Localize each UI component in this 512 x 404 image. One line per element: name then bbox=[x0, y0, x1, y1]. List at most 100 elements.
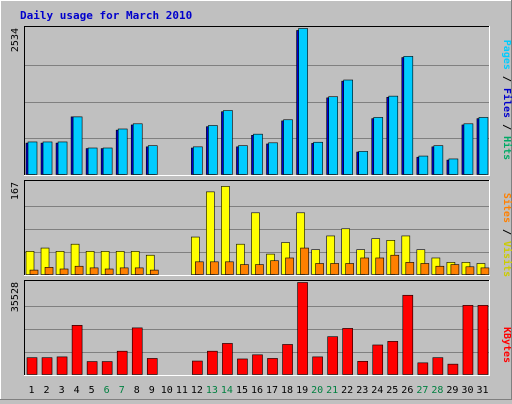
x-tick-label: 16 bbox=[251, 385, 263, 396]
bar-hits-day-26 bbox=[403, 56, 414, 175]
bar-kbytes-day-6 bbox=[101, 361, 113, 375]
bar-kbytes-day-30 bbox=[462, 305, 474, 375]
x-tick-label: 11 bbox=[176, 385, 188, 396]
chart-title: Daily usage for March 2010 bbox=[20, 9, 192, 22]
x-tick-label: 31 bbox=[476, 385, 488, 396]
legend-item-sites: Sites bbox=[501, 193, 512, 223]
bar-hits-day-28 bbox=[433, 145, 444, 175]
x-tick-label: 19 bbox=[296, 385, 308, 396]
bar-kbytes-day-7 bbox=[116, 350, 128, 375]
bar-kbytes-day-3 bbox=[56, 356, 68, 375]
x-tick-label: 6 bbox=[104, 385, 110, 396]
x-tick-label: 24 bbox=[371, 385, 383, 396]
bar-kbytes-day-5 bbox=[86, 361, 98, 375]
bar-hits-day-15 bbox=[238, 145, 248, 175]
bar-kbytes-day-14 bbox=[222, 343, 233, 375]
bar-sites-day-14 bbox=[225, 261, 234, 275]
bar-sites-day-29 bbox=[450, 264, 460, 275]
bar-hits-day-30 bbox=[463, 123, 474, 175]
bar-hits-day-3 bbox=[57, 141, 68, 175]
bar-sites-day-24 bbox=[375, 257, 385, 275]
x-tick-label: 13 bbox=[206, 385, 218, 396]
bar-kbytes-day-24 bbox=[372, 344, 384, 375]
bar-hits-day-20 bbox=[313, 141, 323, 175]
bar-sites-day-21 bbox=[330, 263, 339, 275]
legend-panel-3: KBytes bbox=[501, 327, 512, 363]
bar-hits-day-13 bbox=[208, 125, 218, 175]
bar-kbytes-day-22 bbox=[342, 328, 353, 375]
x-tick-label: 10 bbox=[161, 385, 173, 396]
x-tick-label: 18 bbox=[281, 385, 293, 396]
bar-sites-day-30 bbox=[465, 266, 475, 275]
bar-sites-day-1 bbox=[29, 269, 39, 275]
bar-hits-day-6 bbox=[102, 147, 113, 175]
bar-sites-day-23 bbox=[360, 257, 370, 275]
bar-hits-day-23 bbox=[358, 151, 369, 175]
bar-kbytes-day-19 bbox=[297, 282, 308, 375]
bar-sites-day-18 bbox=[285, 257, 294, 275]
y-axis-max-label: 2534 bbox=[10, 28, 21, 52]
bar-kbytes-day-27 bbox=[417, 362, 429, 375]
bar-kbytes-day-9 bbox=[146, 358, 158, 375]
bar-hits-day-2 bbox=[42, 141, 53, 175]
x-tick-label: 4 bbox=[74, 385, 80, 396]
x-tick-label: 3 bbox=[59, 385, 65, 396]
bar-sites-day-27 bbox=[420, 263, 430, 275]
legend-item-pages: Pages bbox=[501, 40, 512, 70]
x-tick-label: 5 bbox=[89, 385, 95, 396]
bar-sites-day-28 bbox=[435, 265, 445, 275]
bar-kbytes-day-21 bbox=[327, 336, 338, 375]
x-tick-label: 7 bbox=[119, 385, 125, 396]
bar-hits-day-24 bbox=[373, 117, 384, 175]
x-tick-label: 14 bbox=[221, 385, 233, 396]
legend-panel-1: Pages / Files / Hits bbox=[501, 40, 512, 160]
bar-sites-day-4 bbox=[74, 265, 84, 275]
bar-kbytes-day-1 bbox=[26, 357, 38, 375]
bar-sites-day-19 bbox=[300, 247, 309, 275]
bar-sites-day-17 bbox=[270, 260, 279, 275]
bar-kbytes-day-8 bbox=[131, 327, 143, 375]
bar-hits-day-18 bbox=[283, 119, 293, 175]
bar-kbytes-day-28 bbox=[432, 357, 444, 375]
bar-hits-day-22 bbox=[343, 79, 353, 175]
legend-item-hits: Hits bbox=[501, 136, 512, 160]
y-axis-max-label: 167 bbox=[10, 182, 21, 200]
x-tick-label: 30 bbox=[461, 385, 473, 396]
bar-kbytes-day-15 bbox=[237, 358, 248, 375]
bar-hits-day-25 bbox=[388, 95, 399, 175]
bar-kbytes-day-16 bbox=[252, 354, 263, 375]
x-tick-label: 25 bbox=[386, 385, 398, 396]
bar-hits-day-1 bbox=[27, 141, 38, 175]
bar-kbytes-day-23 bbox=[357, 360, 369, 375]
legend-item-kbytes: KBytes bbox=[501, 327, 512, 363]
bar-sites-day-12 bbox=[195, 261, 204, 275]
bar-sites-day-2 bbox=[44, 267, 54, 275]
bar-hits-day-8 bbox=[132, 123, 143, 175]
bar-sites-day-7 bbox=[119, 267, 129, 275]
bar-kbytes-day-25 bbox=[387, 341, 399, 375]
bar-sites-day-8 bbox=[134, 267, 144, 275]
bar-kbytes-day-12 bbox=[192, 360, 203, 375]
x-tick-label: 1 bbox=[29, 385, 35, 396]
legend-item-visits: Visits bbox=[501, 241, 512, 277]
x-tick-label: 21 bbox=[326, 385, 338, 396]
x-tick-label: 28 bbox=[431, 385, 443, 396]
bar-sites-day-22 bbox=[345, 263, 354, 275]
x-tick-label: 9 bbox=[149, 385, 155, 396]
bar-kbytes-day-26 bbox=[402, 294, 414, 375]
bar-sites-day-5 bbox=[89, 267, 99, 275]
bar-hits-day-7 bbox=[117, 128, 128, 175]
bar-sites-day-15 bbox=[240, 264, 249, 275]
x-tick-label: 17 bbox=[266, 385, 278, 396]
bar-hits-day-17 bbox=[268, 142, 278, 175]
bar-hits-day-9 bbox=[147, 145, 158, 175]
bar-kbytes-day-13 bbox=[207, 350, 218, 375]
bar-sites-day-13 bbox=[210, 261, 219, 275]
x-tick-label: 23 bbox=[356, 385, 368, 396]
bar-kbytes-day-18 bbox=[282, 344, 293, 375]
bar-kbytes-day-17 bbox=[267, 358, 278, 375]
y-axis-max-label: 35528 bbox=[10, 282, 21, 312]
bar-hits-day-27 bbox=[418, 155, 429, 175]
bar-sites-day-6 bbox=[104, 268, 114, 275]
